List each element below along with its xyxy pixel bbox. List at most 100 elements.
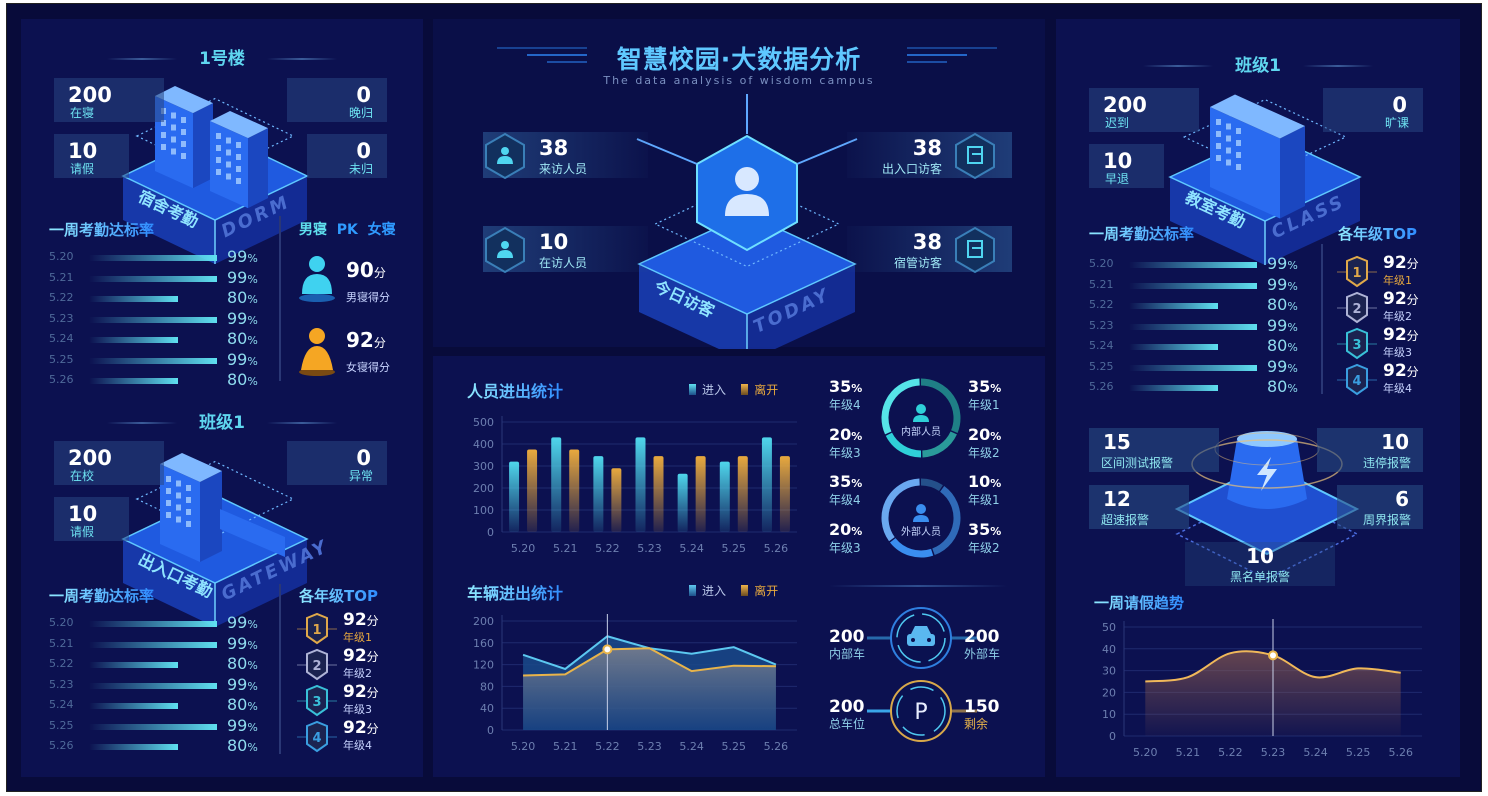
- gateway-rate-title: 一周考勤达标率: [49, 587, 155, 605]
- stat-label: 晚归: [348, 106, 373, 120]
- leave-trend-chart: 0 10 20 30 40 50 5.20 5.21 5.22 5.23 5.24 5.25 5.26: [1102, 619, 1422, 759]
- rate-date: 5.26: [1089, 380, 1114, 393]
- window: [226, 137, 231, 144]
- rate-bar: [89, 337, 178, 343]
- platform-left-face: [123, 176, 215, 264]
- stat-label: 来访人员: [539, 162, 588, 176]
- window: [1226, 123, 1231, 130]
- legend-enter: 进入: [689, 584, 726, 598]
- bar-离开-5.20: [527, 449, 538, 532]
- x-tick-label: 5.20: [1133, 746, 1158, 759]
- head: [735, 167, 759, 191]
- badge-shield: [306, 648, 328, 681]
- rate-percent: 99%: [227, 268, 258, 287]
- grade-score: 92分: [343, 718, 379, 738]
- score-unit: 分: [366, 614, 379, 628]
- rank-number: 3: [1352, 338, 1361, 353]
- grade-score: 92分: [1383, 325, 1419, 345]
- y-tick-label: 160: [473, 637, 494, 650]
- grade-top-item: 4 92分 年级4: [1337, 361, 1457, 399]
- legend-label: 离开: [754, 383, 779, 397]
- window: [176, 504, 181, 511]
- rank-badge-icon: 2: [297, 648, 337, 681]
- grade-top-item: 3 92分 年级3: [1337, 325, 1457, 363]
- person-icon: [725, 167, 769, 216]
- rate-row: 5.20 99%: [1089, 254, 1329, 273]
- gateway-in-school-stat: 200 在校: [54, 441, 164, 485]
- external-vehicles: 200 外部车: [964, 629, 1000, 663]
- grade-label: 年级3: [829, 541, 861, 555]
- score-unit: 分: [366, 686, 379, 700]
- value: 200: [964, 627, 1000, 647]
- platform: 宿舍考勤 DORM: [121, 86, 309, 264]
- glyph: [501, 147, 509, 155]
- rate-bar: [89, 744, 178, 750]
- divider: [829, 585, 1007, 587]
- x-tick-label: 5.21: [1176, 746, 1201, 759]
- stat-label: 宿管访客: [893, 256, 942, 270]
- rate-value: 80: [227, 288, 248, 307]
- rate-bar: [89, 641, 217, 648]
- classroom-building-roof: [1210, 94, 1305, 139]
- rate-bar: [1129, 262, 1257, 268]
- badge-shield: [306, 612, 328, 645]
- rate-date: 5.23: [1089, 318, 1114, 332]
- person-icon: [913, 515, 929, 522]
- window: [171, 112, 176, 119]
- rate-row: 5.20 99%: [49, 247, 289, 266]
- rate-bar: [89, 357, 217, 364]
- rate-percent: 99%: [1267, 316, 1298, 335]
- y-tick-label: 0: [1109, 730, 1116, 743]
- platform-right-face: [747, 264, 855, 349]
- dorm-leave-stat: 10 请假: [54, 134, 129, 178]
- score-unit: 分: [1406, 257, 1419, 271]
- y-tick-label: 0: [487, 526, 494, 539]
- rank-number: 1: [312, 623, 321, 638]
- stat-value: 0: [1392, 93, 1407, 117]
- legend-leave: 离开: [741, 584, 778, 598]
- classroom-building-side: [1280, 126, 1305, 219]
- score-value: 92: [1383, 325, 1407, 345]
- percent-sign: %: [1287, 361, 1298, 375]
- rate-value: 99: [227, 247, 248, 266]
- window: [226, 161, 231, 168]
- window: [1236, 164, 1241, 170]
- gate-barrier: [220, 509, 285, 557]
- grade-score: 92分: [1383, 361, 1419, 381]
- rate-value: 99: [227, 267, 248, 287]
- dorm-rate-title: 一周考勤达标率: [49, 221, 155, 239]
- rank-number: 1: [1352, 266, 1361, 281]
- stat-value: 200: [1103, 93, 1147, 117]
- badge-shield: [1346, 255, 1368, 288]
- badge-shield: [1346, 291, 1368, 324]
- rate-value: 99: [227, 715, 248, 735]
- rate-bar: [89, 703, 178, 709]
- internal-vehicles: 200 内部车: [829, 629, 865, 663]
- y-tick-label: 80: [480, 680, 494, 693]
- alarm-interval-test: 15 区间测试报警: [1089, 428, 1219, 472]
- rank-number: 2: [1352, 302, 1361, 317]
- rate-value: 99: [227, 674, 248, 694]
- stat-label: 请假: [70, 162, 95, 176]
- y-tick-label: 30: [1102, 665, 1116, 678]
- percent-sign: %: [247, 252, 258, 265]
- window: [166, 512, 171, 518]
- rate-percent: 80%: [227, 370, 258, 389]
- percent-sign: %: [247, 679, 258, 693]
- grade-top-item: 1 92分 年级1: [297, 610, 417, 648]
- badge-shield: [1346, 363, 1368, 396]
- stat-label: 未归: [348, 162, 373, 176]
- platform-left-face: [123, 539, 215, 627]
- window: [236, 166, 241, 172]
- grade-score: 92分: [1383, 289, 1419, 309]
- rate-value: 80: [227, 329, 248, 348]
- hexagon: [955, 132, 995, 180]
- platform: 今日访客 TODAY: [637, 180, 857, 349]
- visitor-icon: [485, 132, 525, 180]
- ring-segment-年级2: [922, 431, 957, 458]
- window: [166, 488, 171, 494]
- rate-date: 5.23: [49, 677, 74, 691]
- rate-value: 99: [1267, 254, 1288, 273]
- grade-top-item: 2 92分 年级2: [1337, 289, 1457, 327]
- gateway-leave-stat: 10 请假: [54, 497, 129, 541]
